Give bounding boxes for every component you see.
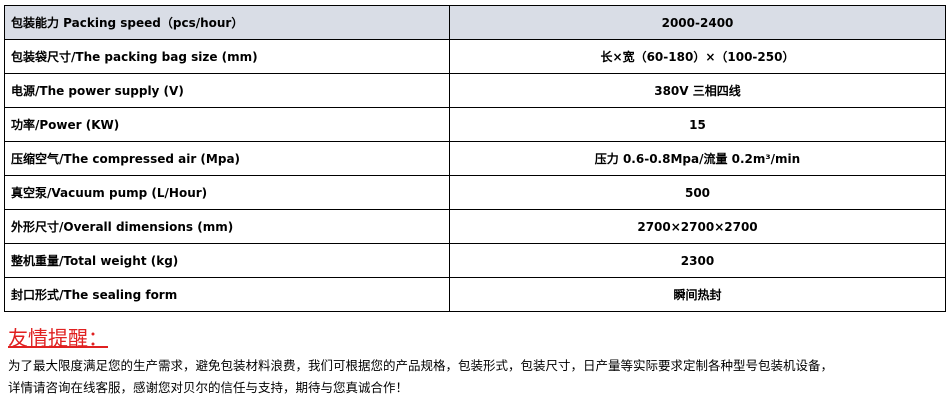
- table-row: 真空泵/Vacuum pump (L/Hour) 500: [4, 175, 946, 210]
- table-row: 电源/The power supply (V) 380V 三相四线: [4, 73, 946, 108]
- table-row: 封口形式/The sealing form 瞬间热封: [4, 277, 946, 312]
- table-row: 包装袋尺寸/The packing bag size (mm) 长×宽（60-18…: [4, 39, 946, 74]
- spec-value: 压力 0.6-0.8Mpa/流量 0.2m³/min: [449, 141, 946, 176]
- table-row: 功率/Power (KW) 15: [4, 107, 946, 142]
- table-row: 外形尺寸/Overall dimensions (mm) 2700×2700×27…: [4, 209, 946, 244]
- notice-title: 友情提醒：: [8, 326, 108, 350]
- spec-value: 2000-2400: [449, 5, 946, 40]
- table-row: 压缩空气/The compressed air (Mpa) 压力 0.6-0.8M…: [4, 141, 946, 176]
- spec-value: 2700×2700×2700: [449, 209, 946, 244]
- spec-label: 包装能力 Packing speed（pcs/hour）: [4, 5, 450, 40]
- spec-label: 包装袋尺寸/The packing bag size (mm): [4, 39, 450, 74]
- spec-label: 真空泵/Vacuum pump (L/Hour): [4, 175, 450, 210]
- notice-line-2: 详情请咨询在线客服，感谢您对贝尔的信任与支持，期待与您真诚合作！: [8, 380, 409, 395]
- spec-label: 外形尺寸/Overall dimensions (mm): [4, 209, 450, 244]
- table-row: 整机重量/Total weight (kg) 2300: [4, 243, 946, 278]
- spec-label: 压缩空气/The compressed air (Mpa): [4, 141, 450, 176]
- spec-value: 瞬间热封: [449, 277, 946, 312]
- spec-label: 电源/The power supply (V): [4, 73, 450, 108]
- spec-value: 2300: [449, 243, 946, 278]
- spec-table: 包装能力 Packing speed（pcs/hour） 2000-2400 包装袋…: [4, 5, 946, 312]
- spec-value: 15: [449, 107, 946, 142]
- notice-text: 为了最大限度满足您的生产需求，避免包装材料浪费，我们可根据您的产品规格，包装形式…: [8, 355, 948, 399]
- spec-value: 长×宽（60-180）×（100-250）: [449, 39, 946, 74]
- notice-line-1: 为了最大限度满足您的生产需求，避免包装材料浪费，我们可根据您的产品规格，包装形式…: [8, 358, 834, 373]
- spec-label: 功率/Power (KW): [4, 107, 450, 142]
- spec-label: 封口形式/The sealing form: [4, 277, 450, 312]
- table-row: 包装能力 Packing speed（pcs/hour） 2000-2400: [4, 5, 946, 40]
- spec-label: 整机重量/Total weight (kg): [4, 243, 450, 278]
- spec-value: 500: [449, 175, 946, 210]
- spec-value: 380V 三相四线: [449, 73, 946, 108]
